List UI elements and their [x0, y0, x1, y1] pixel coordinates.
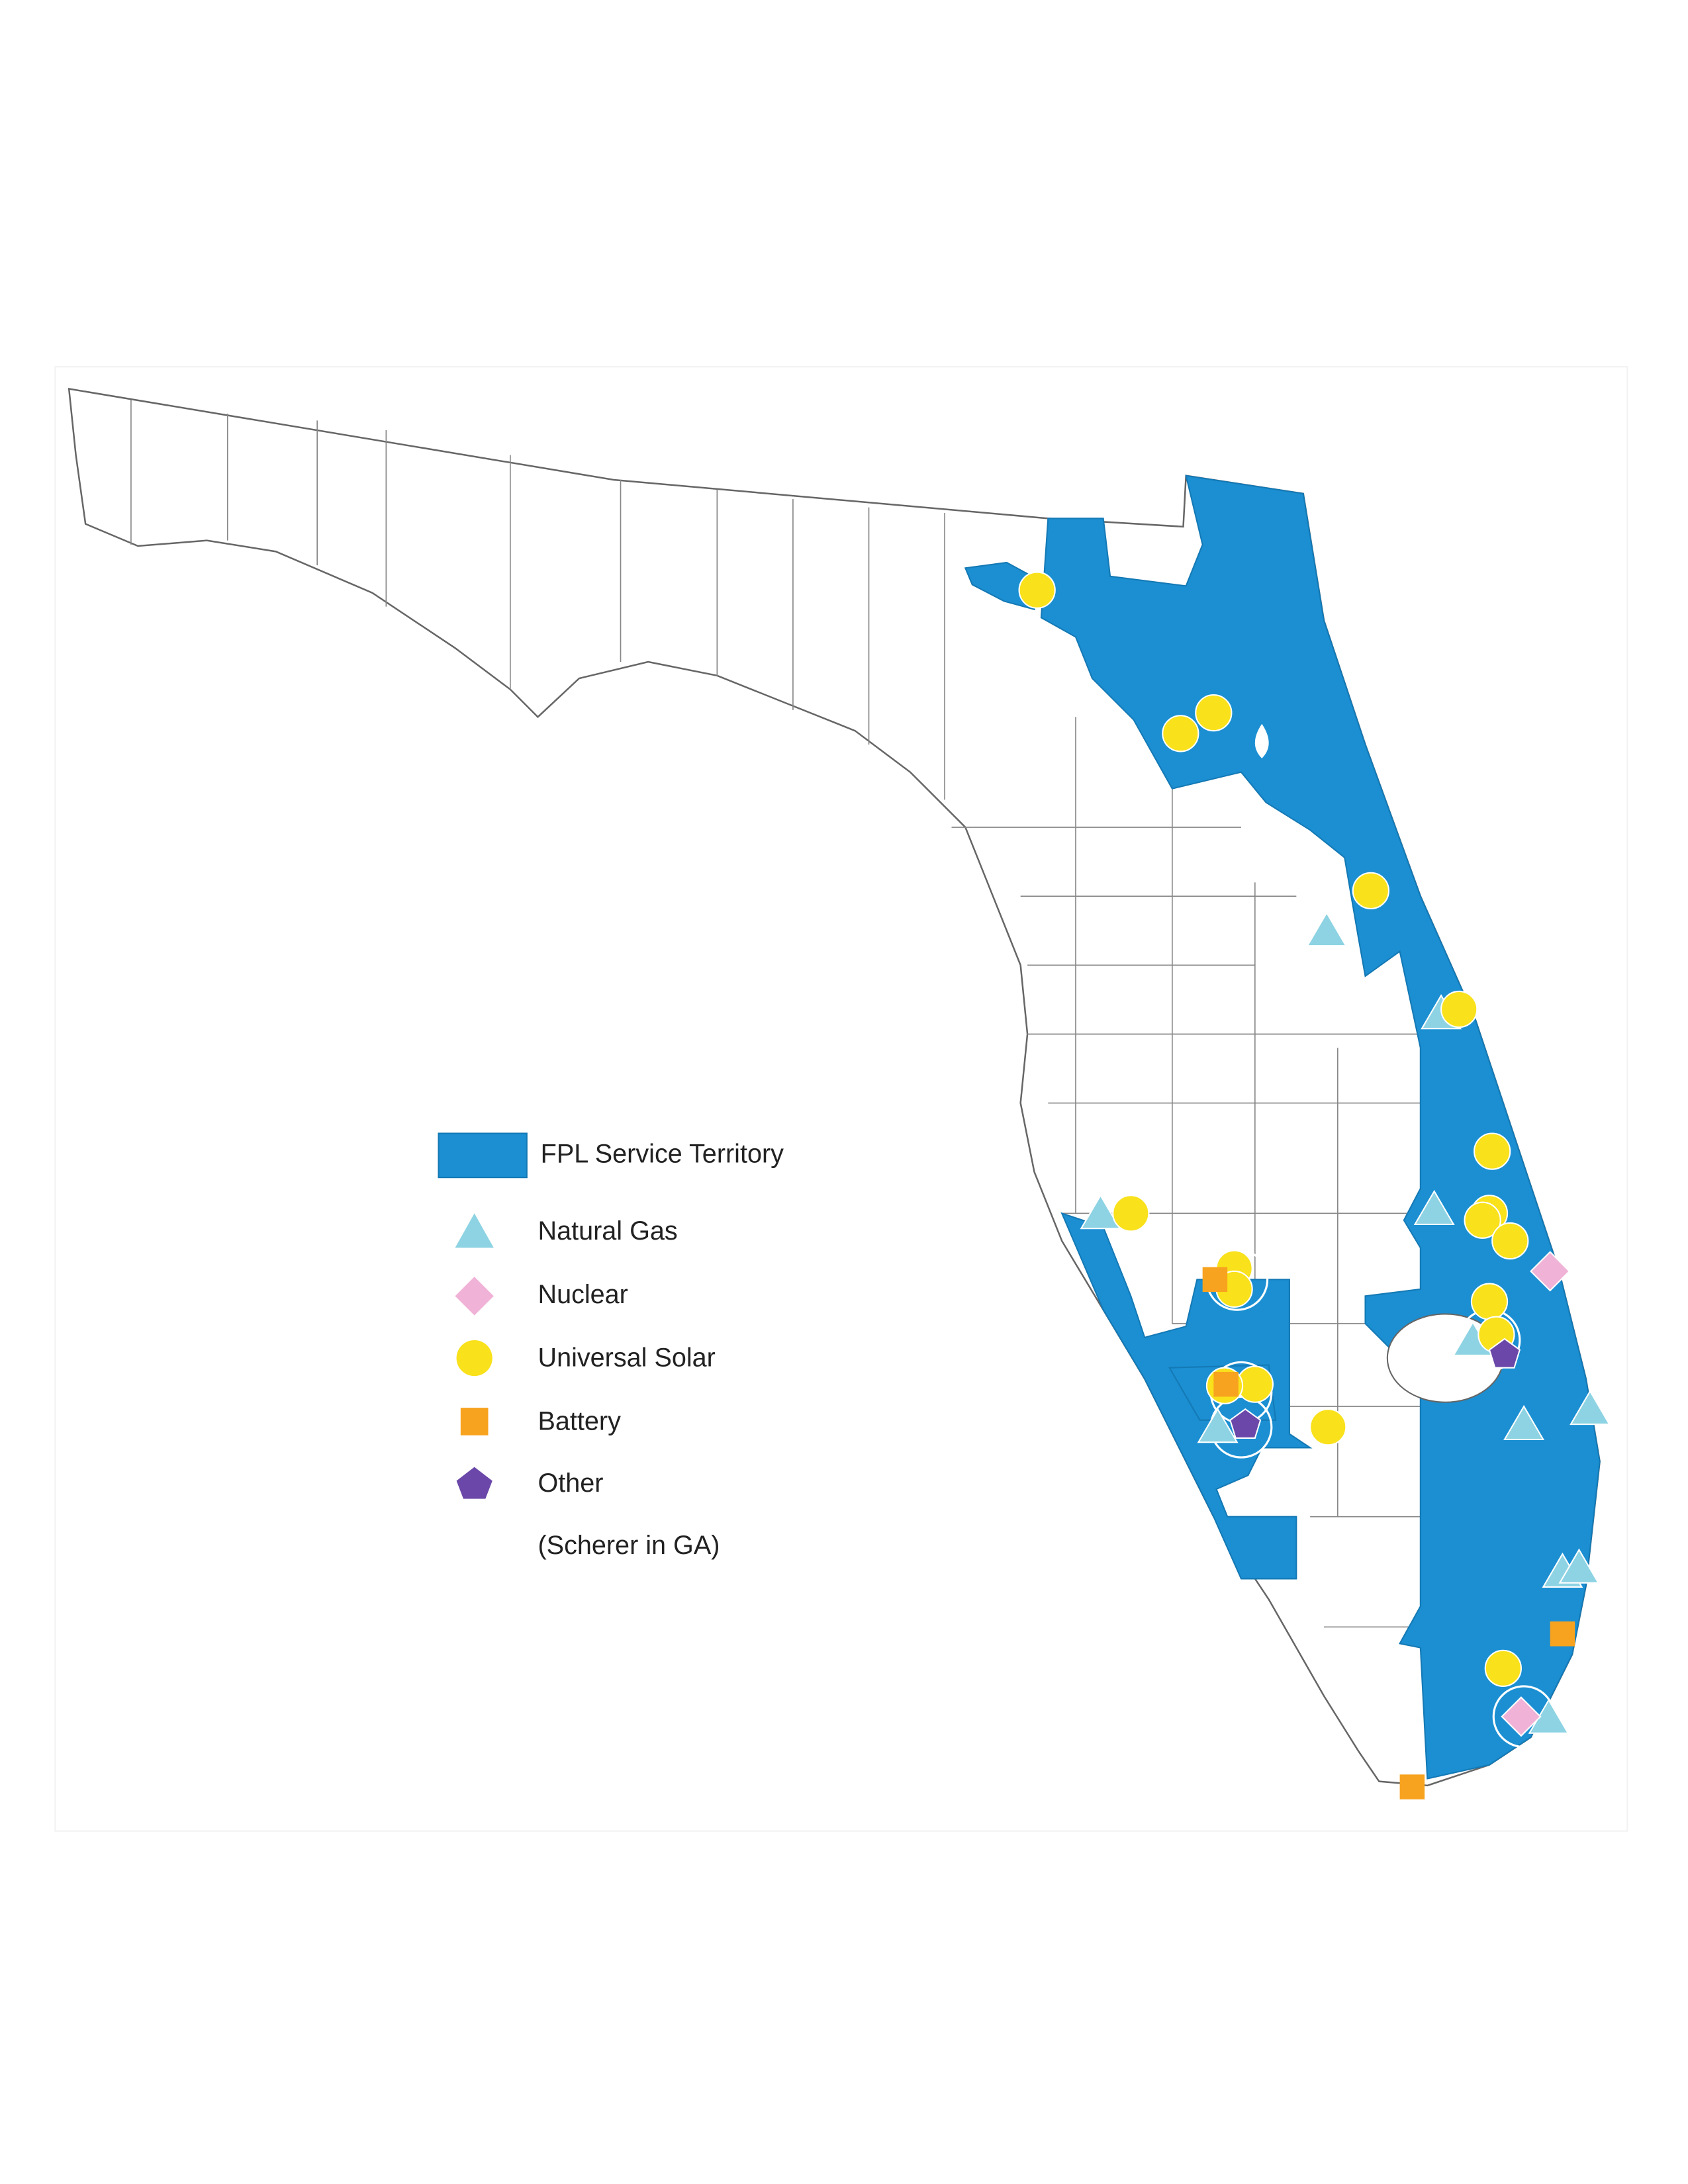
county-lines	[130, 400, 1421, 1628]
solar-marker	[1112, 1195, 1150, 1232]
solar-marker	[1470, 1283, 1509, 1320]
battery-marker	[1399, 1774, 1425, 1799]
lake	[1254, 723, 1269, 758]
legend-swatch	[455, 1277, 494, 1316]
natural-gas-marker	[1197, 1408, 1239, 1443]
legend-swatch	[455, 1213, 494, 1248]
natural-gas-marker	[1570, 1390, 1611, 1426]
other-marker	[1488, 1338, 1521, 1369]
fpl-service-territory	[964, 475, 1601, 1780]
legend-label: Battery	[538, 1406, 622, 1435]
solar-marker	[1440, 990, 1478, 1028]
battery-marker	[1202, 1267, 1228, 1293]
solar-marker	[1195, 694, 1233, 732]
natural-gas-marker	[1503, 1404, 1545, 1441]
legend-swatch	[456, 1467, 492, 1499]
legend-label: FPL Service Territory	[541, 1139, 784, 1168]
battery-marker	[1550, 1621, 1575, 1647]
legend-swatch	[460, 1408, 489, 1435]
legend-swatch	[438, 1132, 528, 1179]
natural-gas-marker	[1306, 911, 1348, 947]
solar-marker	[1491, 1222, 1529, 1260]
legend-note: (Scherer in GA)	[538, 1531, 720, 1560]
legend-label: Nuclear	[538, 1280, 628, 1309]
solar-marker	[1018, 571, 1056, 609]
solar-marker	[1464, 1201, 1501, 1239]
solar-marker	[1162, 715, 1199, 752]
legend-label: Natural Gas	[538, 1216, 678, 1246]
solar-marker	[1352, 872, 1389, 909]
natural-gas-marker	[1413, 1189, 1455, 1226]
natural-gas-marker	[1080, 1194, 1121, 1230]
solar-marker	[1474, 1132, 1511, 1170]
solar-marker	[1309, 1408, 1347, 1446]
other-marker	[1229, 1408, 1262, 1439]
nuclear-marker	[1530, 1251, 1571, 1292]
legend-label: Universal Solar	[538, 1343, 716, 1373]
legend: FPL Service Territory Natural Gas Nuclea…	[438, 1132, 784, 1560]
natural-gas-marker	[1558, 1548, 1600, 1584]
legend-swatch	[456, 1340, 492, 1377]
nuclear-marker	[1501, 1696, 1542, 1737]
legend-label: Other	[538, 1469, 604, 1498]
battery-marker	[1213, 1371, 1239, 1397]
solar-marker	[1484, 1649, 1522, 1687]
plant-markers	[1018, 571, 1611, 1799]
